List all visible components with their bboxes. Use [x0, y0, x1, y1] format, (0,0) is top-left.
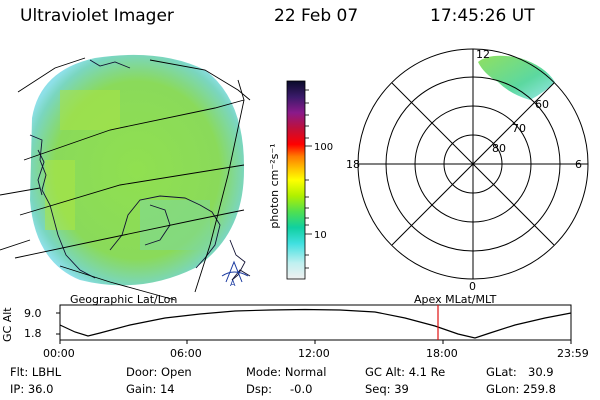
altitude-curve — [59, 308, 572, 339]
x-tick-0600: 06:00 — [170, 347, 202, 360]
glat-label: GLat: — [486, 365, 517, 379]
x-tick-0000: 00:00 — [43, 347, 75, 360]
aurora-oval — [478, 55, 555, 100]
mode-info: Mode: Normal — [246, 365, 327, 379]
mlt-label-6: 6 — [575, 158, 582, 171]
mlat-label-80: 80 — [492, 142, 506, 155]
glon-info: GLon: 259.8 — [486, 382, 556, 396]
dsp-label: Dsp: — [246, 382, 273, 396]
color-bar-gradient — [286, 80, 306, 280]
timeline-ticks — [56, 312, 572, 344]
x-tick-1800: 18:00 — [426, 347, 458, 360]
dsp-value: -0.0 — [290, 382, 313, 396]
x-tick-1200: 12:00 — [298, 347, 330, 360]
globe-texture — [45, 90, 210, 250]
y-tick-9: 9.0 — [24, 307, 42, 320]
polar-grid — [357, 48, 589, 280]
logo-a — [221, 260, 249, 283]
timeline-axis-label: GC Alt — [1, 306, 16, 346]
mlt-label-12: 12 — [476, 48, 490, 61]
coastlines — [29, 59, 251, 281]
observation-time: 17:45:26 UT — [430, 6, 535, 26]
glat-value: 30.9 — [528, 365, 554, 379]
instrument-title: Ultraviolet Imager — [20, 6, 174, 26]
color-bar-tick-100: 100 — [314, 142, 333, 153]
gc-alt-info: GC Alt: 4.1 Re — [365, 365, 446, 379]
polar-caption: Apex MLat/MLT — [414, 293, 497, 306]
ip-info: IP: 36.0 — [10, 382, 54, 396]
x-tick-2359: 23:59 — [557, 347, 589, 360]
mlt-label-0: 0 — [469, 280, 476, 293]
y-tick-1-8: 1.8 — [24, 327, 42, 340]
altitude-timeline — [56, 304, 572, 344]
latlon-grid — [0, 57, 251, 301]
observation-date: 22 Feb 07 — [274, 6, 359, 26]
color-bar: 100 10 photon cm⁻²s⁻¹ — [268, 80, 333, 280]
timeline-axis-text: GC Alt — [1, 307, 14, 342]
seq-info: Seq: 39 — [365, 382, 409, 396]
color-bar-ticks — [305, 89, 312, 269]
color-bar-unit: photon cm⁻²s⁻¹ — [268, 143, 281, 228]
color-bar-tick-10: 10 — [314, 230, 327, 241]
mlat-label-70: 70 — [512, 122, 526, 135]
filter-info: Flt: LBHL — [10, 365, 62, 379]
gain-info: Gain: 14 — [126, 382, 175, 396]
mlt-label-18: 18 — [346, 158, 360, 171]
geographic-map: A — [0, 54, 251, 301]
door-info: Door: Open — [126, 365, 192, 379]
polar-plot: 12 18 6 0 60 70 80 — [346, 48, 589, 293]
logo-letter: A — [230, 279, 236, 288]
map-caption: Geographic Lat/Lon — [70, 293, 178, 306]
mlat-label-60: 60 — [535, 98, 549, 111]
